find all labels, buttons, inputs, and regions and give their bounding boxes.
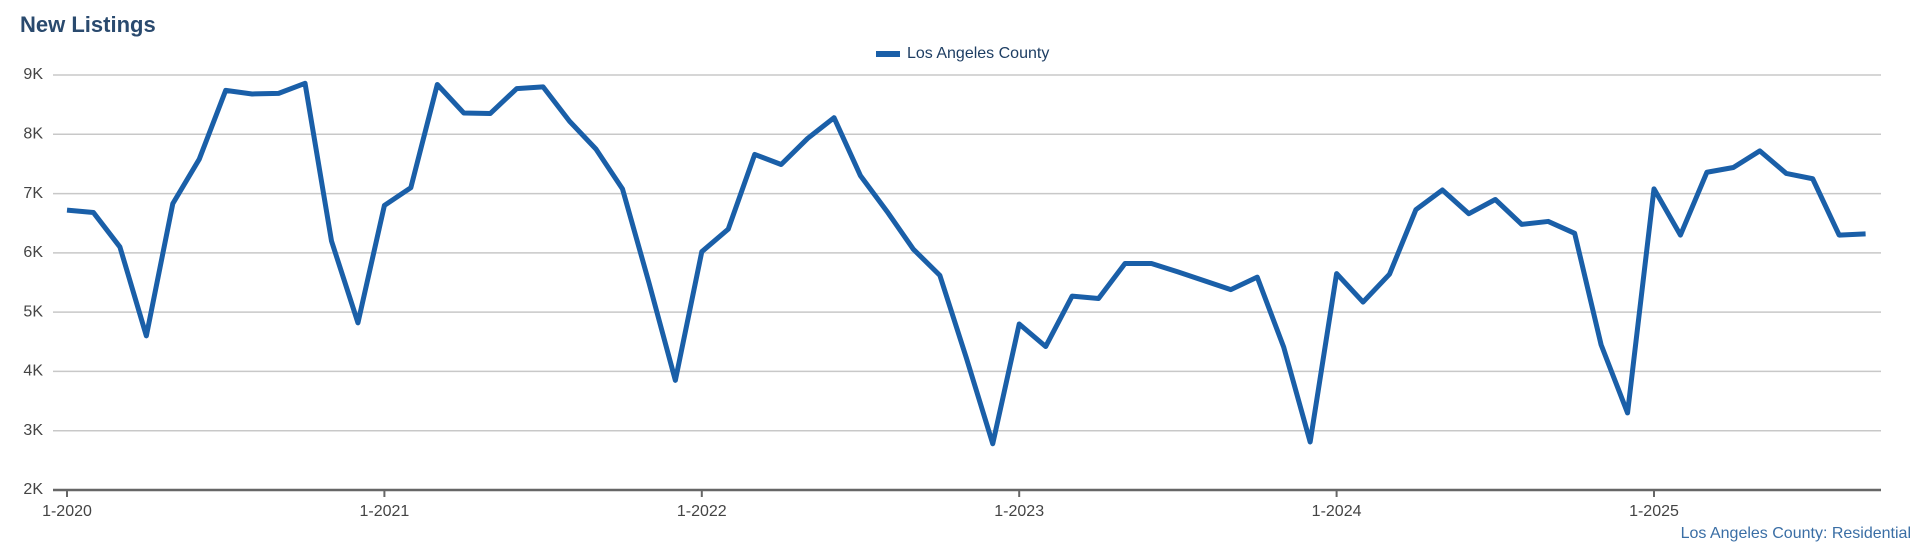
x-tick-label: 1-2020	[42, 503, 92, 520]
y-tick-label: 3K	[23, 422, 43, 439]
x-tick-label: 1-2021	[359, 503, 409, 520]
x-tick-label: 1-2023	[994, 503, 1044, 520]
x-tick-label: 1-2025	[1629, 503, 1679, 520]
y-tick-label: 7K	[23, 185, 43, 202]
y-tick-label: 4K	[23, 363, 43, 380]
line-series	[66, 80, 1866, 447]
y-tick-label: 6K	[23, 244, 43, 261]
y-tick-label: 8K	[23, 126, 43, 143]
y-tick-label: 9K	[23, 66, 43, 83]
y-tick-label: 5K	[23, 303, 43, 320]
x-tick-label: 1-2024	[1312, 503, 1362, 520]
y-tick-label: 2K	[23, 481, 43, 498]
x-tick-label: 1-2022	[677, 503, 727, 520]
chart-title: New Listings	[20, 12, 156, 37]
caption: Los Angeles County: Residential	[1681, 525, 1911, 542]
legend-label: Los Angeles County	[907, 45, 1049, 62]
